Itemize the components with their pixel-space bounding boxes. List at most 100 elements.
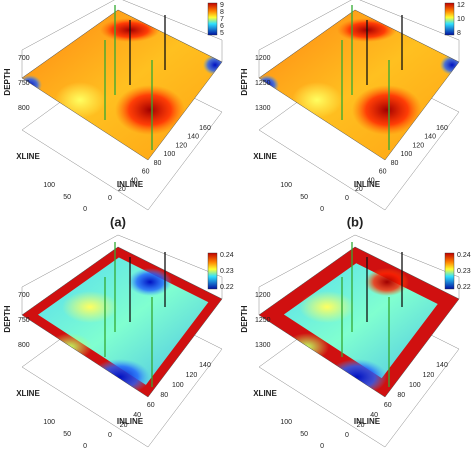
inline-tick-label: 80: [391, 160, 399, 167]
depth-tick-label: 1250: [255, 80, 271, 87]
axis-label: DEPTH: [3, 305, 12, 332]
depth-tick-label: 750: [18, 80, 30, 87]
xline-tick-label: 50: [300, 431, 308, 438]
blob: [299, 291, 355, 323]
blob: [327, 359, 387, 395]
colorbar-tick-label: 0.24: [457, 252, 471, 259]
colorbar: [444, 252, 455, 290]
depth-tick-label: 750: [18, 317, 30, 324]
axis-label: INLINE: [117, 180, 144, 189]
colorbar-tick-label: 5: [220, 30, 224, 37]
axis-label: XLINE: [253, 152, 277, 161]
inline-tick-label: 20: [357, 422, 365, 429]
inline-tick-label: 40: [367, 177, 375, 184]
depth-tick-label: 1300: [255, 105, 271, 112]
blob: [62, 291, 118, 323]
surface-edge: [21, 246, 223, 398]
inline-tick-label: 80: [397, 392, 405, 399]
blob: [440, 55, 459, 75]
axis-label: XLINE: [253, 389, 277, 398]
axis-label: INLINE: [354, 180, 381, 189]
panel: DEPTH 700 750 800 XLINE 100 50 0 INLINE 0 20 40 60 80…: [3, 234, 234, 450]
caption: (a): [110, 214, 126, 229]
depth-tick-label: 800: [18, 105, 30, 112]
colorbar-tick-label: 0.22: [457, 284, 471, 291]
colorbar: [444, 2, 455, 36]
inline-tick-label: 100: [164, 151, 176, 158]
depth-tick-label: 1200: [255, 55, 271, 62]
blob: [128, 268, 172, 296]
inline-tick-label: 140: [199, 362, 211, 369]
blob: [48, 333, 92, 361]
blob: [55, 82, 105, 118]
blob: [90, 359, 150, 395]
inline-tick-label: 0: [345, 195, 349, 202]
blob: [292, 82, 342, 118]
caption: (b): [347, 214, 364, 229]
inline-tick-label: 140: [436, 362, 448, 369]
inline-tick-label: 120: [412, 142, 424, 149]
colorbar-tick-label: 6: [220, 23, 224, 30]
inline-tick-label: 20: [355, 186, 363, 193]
colorbar: [207, 2, 218, 36]
xline-tick-label: 50: [63, 431, 71, 438]
blob: [352, 85, 422, 135]
surface-edge: [258, 246, 460, 398]
blob: [285, 333, 329, 361]
inline-tick-label: 100: [401, 151, 413, 158]
xline-tick-label: 100: [280, 419, 292, 426]
surface-edge: [21, 9, 223, 161]
depth-tick-label: 1250: [255, 317, 271, 324]
xline-tick-label: 0: [320, 206, 324, 213]
inline-tick-label: 0: [345, 432, 349, 439]
depth-tick-label: 700: [18, 292, 30, 299]
axis-label: DEPTH: [240, 305, 249, 332]
panel: DEPTH 1200 1250 1300 XLINE 100 50 0 INLINE 0 20 40 6…: [240, 234, 471, 450]
panel: DEPTH 700 750 800 XLINE 100 50 0 INLINE 0 20 40 60 80…: [3, 0, 224, 229]
axis-label: XLINE: [16, 389, 40, 398]
inline-tick-label: 100: [172, 382, 184, 389]
inline-tick-label: 0: [108, 195, 112, 202]
inline-tick-label: 80: [160, 392, 168, 399]
xline-tick-label: 0: [320, 443, 324, 450]
inline-tick-label: 160: [436, 125, 448, 132]
colorbar-tick-label: 8: [220, 9, 224, 16]
colorbar-tick-label: 7: [220, 16, 224, 23]
inline-tick-label: 140: [187, 134, 199, 141]
colorbar-tick-label: 8: [457, 30, 461, 37]
colorbar-tick-label: 12: [457, 2, 465, 9]
axis-label: INLINE: [354, 417, 381, 426]
blob: [203, 55, 222, 75]
inline-tick-label: 20: [120, 422, 128, 429]
axis-label: DEPTH: [240, 68, 249, 95]
inline-tick-label: 120: [175, 142, 187, 149]
colorbar-tick-label: 9: [220, 2, 224, 9]
inline-tick-label: 60: [384, 402, 392, 409]
xline-tick-label: 100: [43, 419, 55, 426]
surface-edge: [258, 9, 460, 161]
axis-label: DEPTH: [3, 68, 12, 95]
inline-tick-label: 40: [130, 177, 138, 184]
panel: DEPTH 1200 1250 1300 XLINE 100 50 0 INLINE 0 20 40 6…: [240, 0, 465, 229]
blob: [365, 268, 409, 296]
xline-tick-label: 0: [83, 443, 87, 450]
inline-tick-label: 60: [379, 169, 387, 176]
axis-label: INLINE: [117, 417, 144, 426]
inline-tick-label: 140: [424, 134, 436, 141]
inline-tick-label: 120: [423, 372, 435, 379]
inline-tick-label: 60: [142, 169, 150, 176]
colorbar-tick-label: 0.23: [457, 268, 471, 275]
depth-tick-label: 1300: [255, 342, 271, 349]
colorbar-tick-label: 0.23: [220, 268, 234, 275]
xline-tick-label: 100: [280, 182, 292, 189]
depth-tick-label: 700: [18, 55, 30, 62]
inline-tick-label: 100: [409, 382, 421, 389]
inline-tick-label: 40: [133, 412, 141, 419]
inline-tick-label: 20: [118, 186, 126, 193]
blob: [115, 85, 185, 135]
depth-tick-label: 1200: [255, 292, 271, 299]
colorbar-tick-label: 0.24: [220, 252, 234, 259]
axis-label: XLINE: [16, 152, 40, 161]
depth-tick-label: 800: [18, 342, 30, 349]
colorbar: [207, 252, 218, 290]
